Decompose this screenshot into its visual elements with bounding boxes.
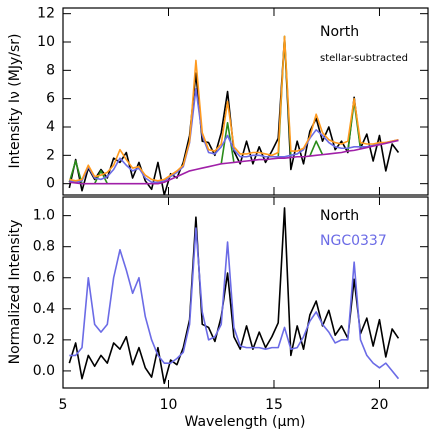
data-line [69,139,399,185]
data-line [69,35,399,182]
y-tick-label: 0.6 [33,270,55,286]
data-line [69,87,399,184]
data-line [68,207,400,385]
x-tick-label: 10 [160,397,178,413]
y-tick-label: 8 [46,62,55,78]
y-tick-label: 0.0 [33,363,55,379]
plot-frame [62,7,429,196]
y-tick-label: 10 [37,34,55,50]
y-tick-label: 1.0 [33,208,55,224]
legend-entry: North [320,208,359,224]
y-tick-label: 4 [46,119,55,135]
y-tick-label: 0.2 [33,332,55,348]
x-tick-label: 5 [59,397,68,413]
y-axis-label: Normalized Intensity [7,220,23,365]
y-tick-label: 0 [46,176,55,192]
plot-frame [62,196,429,389]
legend-entry: NGC0337 [320,233,387,249]
y-tick-label: 0.4 [33,301,55,317]
y-tick-label: 6 [46,91,55,107]
y-tick-label: 12 [37,6,55,22]
annotation: stellar-subtracted [320,53,408,64]
x-tick-label: 20 [371,397,389,413]
annotation: North [320,24,359,40]
x-axis-label: Wavelength (μm) [185,414,306,430]
x-tick-label: 15 [265,397,283,413]
y-tick-label: 2 [46,147,55,163]
data-line [69,227,400,380]
y-tick-label: 0.8 [33,239,55,255]
y-axis-label: Intensity Iν (MJy/sr) [7,34,23,169]
